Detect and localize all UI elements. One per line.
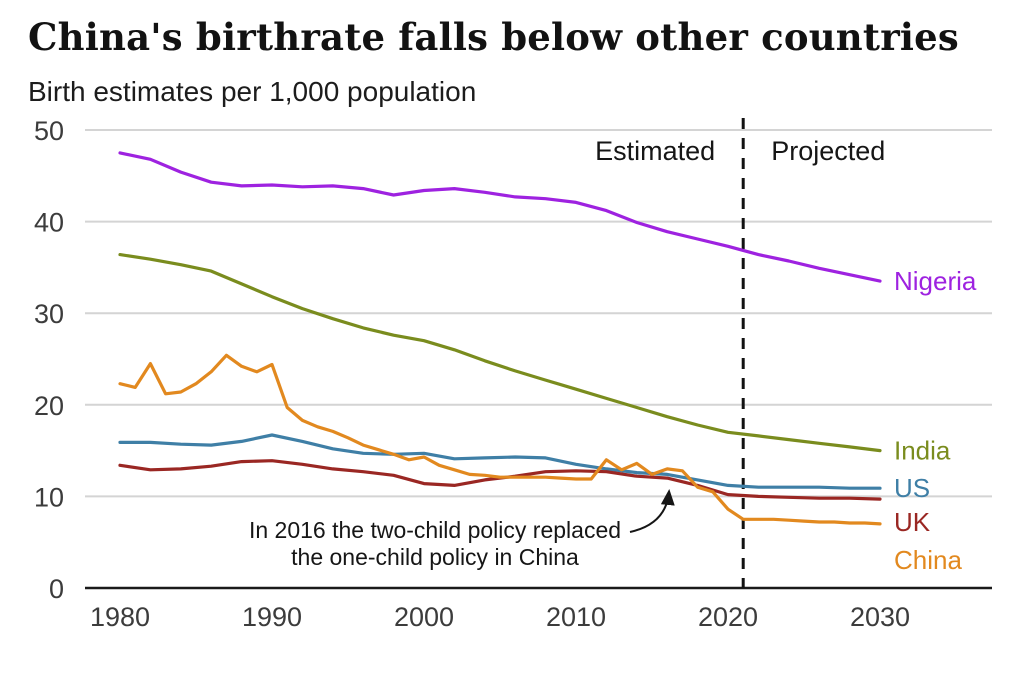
x-tick-label-2000: 2000: [394, 602, 454, 632]
x-tick-label-1980: 1980: [90, 602, 150, 632]
x-tick-label-1990: 1990: [242, 602, 302, 632]
series-line-china: [118, 353, 882, 526]
series-label-us: US: [894, 473, 930, 503]
series-label-india: India: [894, 435, 951, 465]
y-tick-label-0: 0: [49, 574, 64, 604]
chart-subtitle: Birth estimates per 1,000 population: [28, 75, 477, 107]
series-label-china: China: [894, 544, 962, 574]
series-line-india: [118, 252, 882, 452]
x-tick-label-2020: 2020: [698, 602, 758, 632]
gridlines: [85, 128, 992, 589]
x-tick-label-2030: 2030: [850, 602, 910, 632]
estimated-label: Estimated: [595, 136, 715, 166]
chart-title: China's birthrate falls below other coun…: [28, 15, 959, 59]
y-tick-label-50: 50: [34, 116, 64, 146]
y-tick-label-40: 40: [34, 207, 64, 237]
series-line-nigeria: [118, 150, 882, 283]
series-lines: [118, 150, 882, 526]
series-labels: Nigeria India US UK China: [894, 266, 977, 575]
x-tick-label-2010: 2010: [546, 602, 606, 632]
annotation-line1: In 2016 the two-child policy replaced: [249, 517, 621, 543]
series-label-nigeria: Nigeria: [894, 266, 977, 296]
projected-label: Projected: [771, 136, 885, 166]
annotation: In 2016 the two-child policy replaced th…: [249, 488, 675, 570]
series-line-uk: [118, 458, 882, 501]
series-line-us: [118, 432, 882, 490]
y-tick-label-20: 20: [34, 390, 64, 420]
series-label-uk: UK: [894, 507, 931, 537]
annotation-line2: the one-child policy in China: [291, 544, 579, 570]
annotation-arrow-icon: [629, 488, 675, 533]
y-tick-label-30: 30: [34, 299, 64, 329]
y-tick-label-10: 10: [34, 482, 64, 512]
